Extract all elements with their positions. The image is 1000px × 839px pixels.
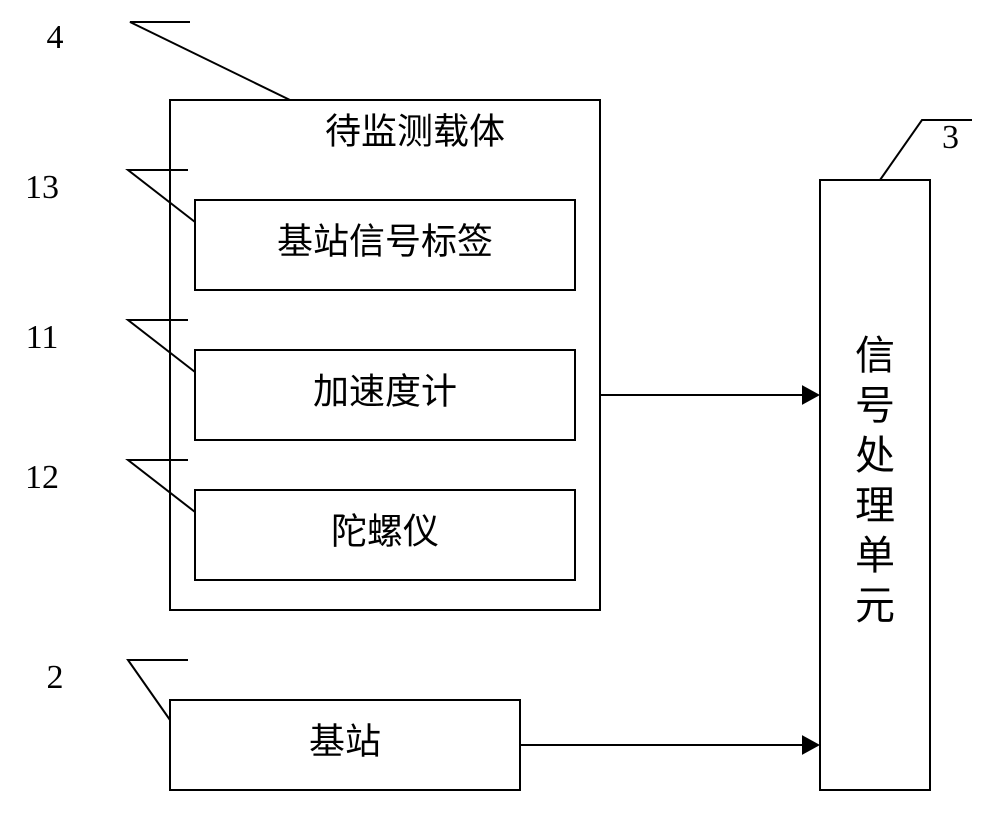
callout-13-number: 13 xyxy=(25,169,59,206)
callout-4-number: 4 xyxy=(47,19,64,56)
callout-2-leader xyxy=(128,660,188,720)
signal-unit-char-2: 处 xyxy=(855,433,895,478)
callout-2-number: 2 xyxy=(47,659,64,696)
signal-unit-char-1: 号 xyxy=(855,383,895,428)
callout-12-number: 12 xyxy=(25,459,59,496)
callout-13-leader xyxy=(128,170,195,222)
signal-unit-char-0: 信 xyxy=(855,333,895,378)
carrier-title: 待监测载体 xyxy=(325,111,505,151)
callout-12-leader xyxy=(128,460,195,512)
callout-3-number: 3 xyxy=(942,119,959,156)
signal-tag-label: 基站信号标签 xyxy=(277,221,493,261)
signal-unit-char-4: 单 xyxy=(855,533,895,578)
signal-unit-char-3: 理 xyxy=(855,483,895,528)
arrow-0-head xyxy=(802,385,820,405)
callout-4-leader xyxy=(130,22,290,100)
base-station-label: 基站 xyxy=(309,721,381,761)
signal-unit-char-5: 元 xyxy=(855,583,895,628)
callout-11-leader xyxy=(128,320,195,372)
callout-11-number: 11 xyxy=(26,319,59,356)
gyroscope-label: 陀螺仪 xyxy=(331,511,439,551)
accelerometer-label: 加速度计 xyxy=(313,371,457,411)
arrow-1-head xyxy=(802,735,820,755)
